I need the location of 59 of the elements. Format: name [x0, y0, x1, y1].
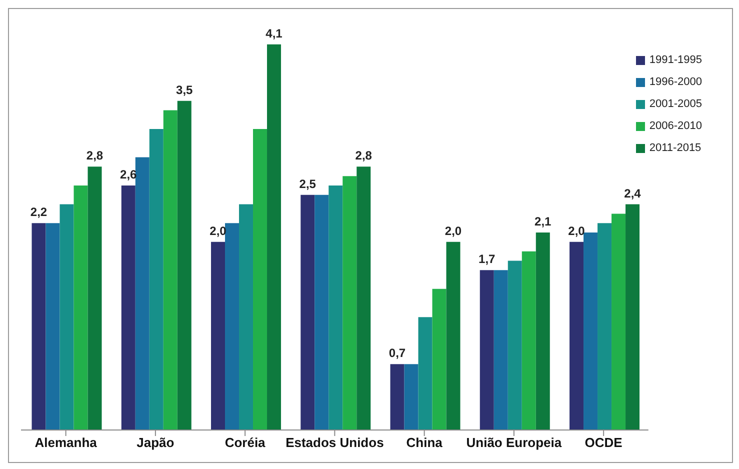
bar [522, 251, 536, 430]
data-label: 2,5 [299, 176, 316, 191]
data-label: 4,1 [266, 26, 283, 40]
x-tick-label: Alemanha [34, 435, 98, 450]
bar [432, 288, 446, 430]
bar [46, 223, 60, 430]
bar [494, 270, 508, 430]
bar [177, 100, 192, 430]
bar [74, 185, 88, 430]
bar [149, 129, 164, 430]
legend-label: 1991-1995 [649, 54, 702, 66]
bar [508, 260, 522, 430]
bar [253, 129, 268, 430]
data-label: 2,8 [355, 148, 372, 163]
data-label: 3,5 [176, 82, 194, 97]
bar [612, 214, 626, 430]
bar [88, 166, 102, 430]
bar [404, 364, 418, 430]
data-label: 2,4 [624, 186, 642, 200]
bar [135, 157, 150, 430]
data-label: 2,0 [444, 224, 462, 238]
bar [211, 242, 226, 430]
bar [536, 232, 550, 430]
legend-label: 2006-2010 [649, 120, 702, 132]
bar [300, 194, 315, 430]
bar [163, 110, 178, 430]
data-label: 2,8 [86, 148, 104, 163]
bar [626, 204, 640, 430]
data-label: 0,7 [388, 346, 406, 360]
x-tick-label: Japão [136, 435, 174, 450]
bar [267, 44, 282, 430]
bar [60, 204, 74, 430]
bar [342, 176, 357, 430]
x-tick-label: União Europeia [466, 435, 562, 450]
bar [584, 232, 598, 430]
bar [390, 364, 404, 430]
data-label: 2,2 [30, 205, 48, 220]
data-label: 2,1 [534, 214, 552, 229]
bar [328, 185, 343, 430]
x-tick-label: Estados Unidos [286, 435, 384, 450]
bar [598, 223, 612, 430]
bar [570, 242, 584, 430]
data-label: 2,0 [568, 224, 586, 238]
bar [480, 270, 494, 430]
legend-label: 2011-2015 [649, 142, 702, 154]
x-tick-label: Coréia [224, 435, 266, 450]
bar [121, 185, 136, 430]
x-tick-label: OCDE [584, 435, 623, 450]
legend-label: 2001-2005 [649, 98, 702, 110]
bar [418, 317, 432, 430]
bar [32, 223, 46, 430]
bar [314, 194, 329, 430]
bar [225, 223, 240, 430]
bar [446, 242, 460, 430]
bar [356, 166, 371, 430]
bar [239, 204, 254, 430]
data-label: 1,7 [478, 252, 496, 266]
legend-label: 1996-2000 [649, 76, 702, 88]
x-tick-label: China [406, 435, 444, 450]
